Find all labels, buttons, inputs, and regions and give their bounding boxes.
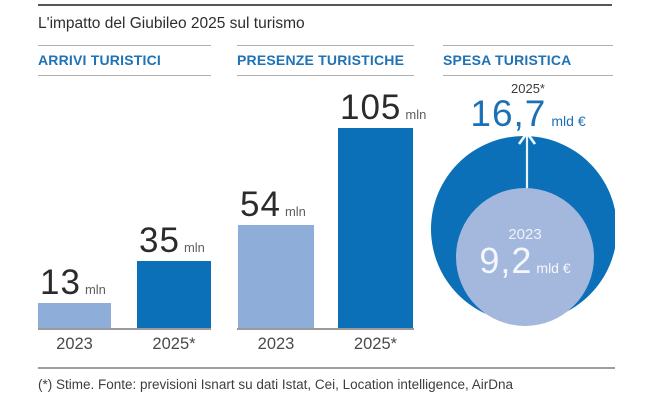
spesa-2025-number: 16,7 bbox=[470, 93, 547, 134]
bar-value-label: 13 mln bbox=[40, 265, 106, 300]
bar-value-label: 35 mln bbox=[139, 223, 205, 258]
axis-baseline-arrivi bbox=[38, 328, 211, 330]
bar-value-number: 54 bbox=[240, 184, 281, 224]
bar-value-unit: mln bbox=[284, 203, 306, 219]
bar-value-label: 105 mln bbox=[340, 90, 426, 125]
bar-value-unit: mln bbox=[84, 282, 106, 298]
bar-presenze-2023: 54 mln bbox=[238, 187, 314, 328]
bar-fill-presenze-2025 bbox=[338, 127, 413, 328]
x-label-arrivi-2023: 2023 bbox=[56, 335, 93, 353]
source-footnote: (*) Stime. Fonte: previsioni Isnart su d… bbox=[38, 377, 513, 392]
spesa-2023-unit: mld € bbox=[536, 260, 571, 276]
spesa-2023-year-label: 2023 bbox=[508, 226, 542, 243]
bar-fill-arrivi-2025 bbox=[137, 261, 211, 328]
spesa-2025-value: 16,7 mld € bbox=[443, 93, 613, 135]
bar-value-label: 54 mln bbox=[240, 187, 306, 222]
spesa-2025-unit: mld € bbox=[551, 113, 586, 129]
section-header-spesa: SPESA TURISTICA bbox=[443, 45, 613, 76]
bar-value-unit: mln bbox=[405, 106, 427, 122]
section-header-arrivi: ARRIVI TURISTICI bbox=[38, 45, 211, 76]
bar-fill-arrivi-2023 bbox=[38, 303, 111, 328]
bar-value-unit: mln bbox=[183, 240, 205, 256]
circle-spesa-2023 bbox=[456, 188, 595, 327]
spesa-2025-year-label: 2025* bbox=[511, 81, 545, 96]
section-header-presenze: PRESENZE TURISTICHE bbox=[237, 45, 414, 76]
spesa-2023-value: 9,2 mld € bbox=[455, 243, 595, 279]
spesa-2023-number: 9,2 bbox=[479, 240, 533, 281]
x-label-presenze-2025: 2025* bbox=[353, 335, 398, 353]
page-title: L'impatto del Giubileo 2025 sul turismo bbox=[38, 15, 305, 32]
bar-arrivi-2025: 35 mln bbox=[137, 223, 211, 328]
bar-value-number: 35 bbox=[139, 221, 180, 261]
increase-arrow-icon bbox=[517, 130, 537, 189]
x-label-arrivi-2025: 2025* bbox=[152, 335, 196, 353]
bar-fill-presenze-2023 bbox=[238, 224, 314, 328]
footer-divider bbox=[38, 367, 615, 369]
bar-value-number: 105 bbox=[340, 87, 402, 127]
bubble-chart-area: 2023 9,2 mld € bbox=[431, 130, 615, 327]
bar-presenze-2025: 105 mln bbox=[338, 90, 426, 328]
bar-arrivi-2023: 13 mln bbox=[38, 265, 111, 328]
top-divider bbox=[38, 4, 612, 6]
x-label-presenze-2023: 2023 bbox=[257, 335, 295, 353]
bar-value-number: 13 bbox=[40, 263, 81, 303]
axis-baseline-presenze bbox=[237, 328, 414, 330]
